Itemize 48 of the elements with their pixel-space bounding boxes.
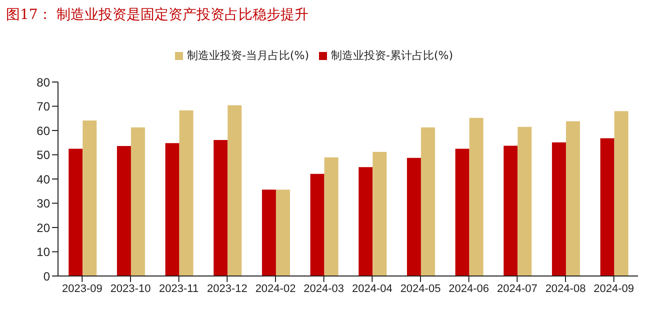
y-tick-label: 80	[36, 75, 50, 90]
y-tick-label: 70	[36, 100, 50, 114]
bar	[614, 111, 628, 276]
bar	[324, 157, 338, 276]
y-tick-label: 40	[36, 172, 50, 186]
bar	[358, 167, 373, 276]
x-tick-label: 2024-06	[448, 282, 490, 295]
y-tick-label: 30	[36, 196, 50, 211]
bar	[116, 146, 131, 276]
bar	[600, 138, 614, 276]
x-tick-label: 2023-11	[159, 282, 199, 295]
legend-label: 制造业投资-当月占比(%)	[186, 49, 309, 62]
bar	[518, 126, 532, 276]
bar	[276, 190, 290, 276]
x-tick-label: 2023-12	[206, 282, 248, 295]
bar	[566, 121, 580, 276]
x-tick-label: 2024-04	[352, 282, 392, 295]
chart-title: 图17： 制造业投资是固定资产投资占比稳步提升	[6, 6, 308, 24]
bar	[179, 110, 194, 276]
x-tick-label: 2024-02	[255, 282, 296, 295]
x-tick-label: 2023-09	[62, 282, 102, 295]
y-tick-label: 0	[43, 269, 50, 284]
bar	[82, 120, 97, 276]
y-tick-label: 50	[36, 148, 50, 162]
bar	[310, 174, 324, 276]
bar	[262, 190, 276, 276]
x-tick-label: 2024-05	[400, 282, 441, 295]
y-tick-label: 20	[36, 220, 50, 235]
bar	[228, 105, 242, 276]
y-tick-label: 10	[36, 245, 50, 260]
x-tick-label: 2024-07	[496, 282, 538, 295]
bar	[130, 127, 145, 276]
bar	[372, 152, 387, 276]
bar	[504, 146, 518, 276]
bar	[68, 148, 83, 276]
bar	[214, 140, 228, 276]
bar	[165, 143, 180, 276]
x-tick-label: 2024-09	[594, 282, 634, 295]
y-tick-label: 60	[36, 124, 50, 138]
bar	[455, 148, 470, 276]
x-tick-label: 2024-08	[545, 282, 586, 295]
x-tick-label: 2024-03	[304, 282, 344, 295]
bar	[469, 118, 484, 276]
bar	[420, 127, 435, 276]
legend-label: 制造业投资-累计占比(%)	[331, 49, 454, 62]
bar	[552, 142, 566, 276]
x-tick-label: 2023-10	[110, 282, 151, 295]
bar	[406, 158, 421, 276]
